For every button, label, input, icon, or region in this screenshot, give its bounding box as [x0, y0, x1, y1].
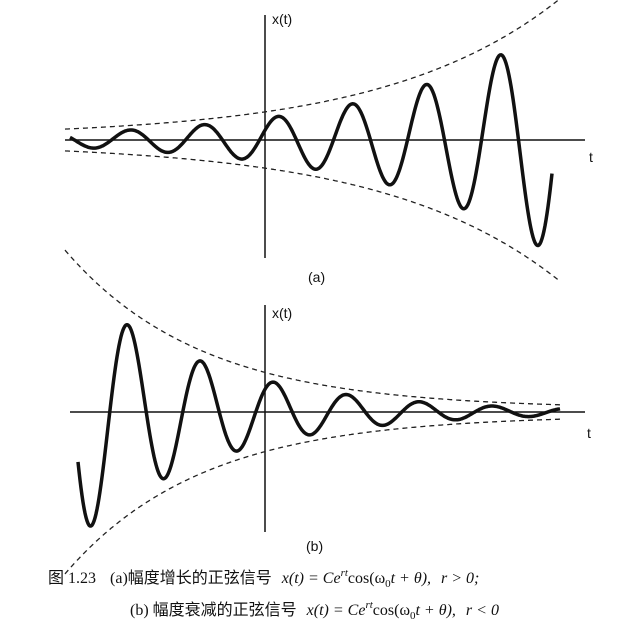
subscript: 0 [385, 578, 391, 590]
figure-number: 图 1.23 [48, 570, 96, 587]
condition: r > 0; [441, 570, 479, 587]
subscript: 0 [410, 610, 416, 622]
envelope-lower [64, 150, 561, 282]
exponent: rt [341, 567, 349, 579]
y-label-a: x(t) [272, 11, 292, 27]
formula: x(t) = Ce [306, 602, 366, 619]
condition: r < 0 [466, 602, 499, 619]
caption-line-a: 图 1.23 (a)幅度增长的正弦信号 x(t) = Certcos(ω0t +… [48, 567, 479, 590]
x-label-b: t [587, 425, 591, 441]
formula: cos(ω [373, 602, 410, 619]
caption-text: (a)幅度增长的正弦信号 [110, 569, 272, 587]
envelope-upper [64, 249, 560, 406]
caption-text: (b) 幅度衰减的正弦信号 [130, 601, 297, 619]
envelope-upper [64, 0, 560, 130]
panel-label-a: (a) [308, 269, 325, 285]
formula: x(t) = Ce [281, 570, 341, 587]
envelope-lower [64, 418, 560, 575]
curves [64, 0, 561, 575]
growing-wave [69, 53, 554, 248]
x-label-a: t [589, 149, 593, 165]
formula: t + θ), [391, 570, 431, 587]
exponent: rt [365, 599, 373, 611]
caption-line-b: (b) 幅度衰减的正弦信号 x(t) = Certcos(ω0t + θ), r… [130, 599, 499, 622]
formula: cos(ω [348, 570, 385, 587]
decaying-wave [76, 322, 561, 528]
panel-label-b: (b) [306, 538, 323, 554]
formula: t + θ), [415, 602, 455, 619]
y-label-b: x(t) [272, 305, 292, 321]
